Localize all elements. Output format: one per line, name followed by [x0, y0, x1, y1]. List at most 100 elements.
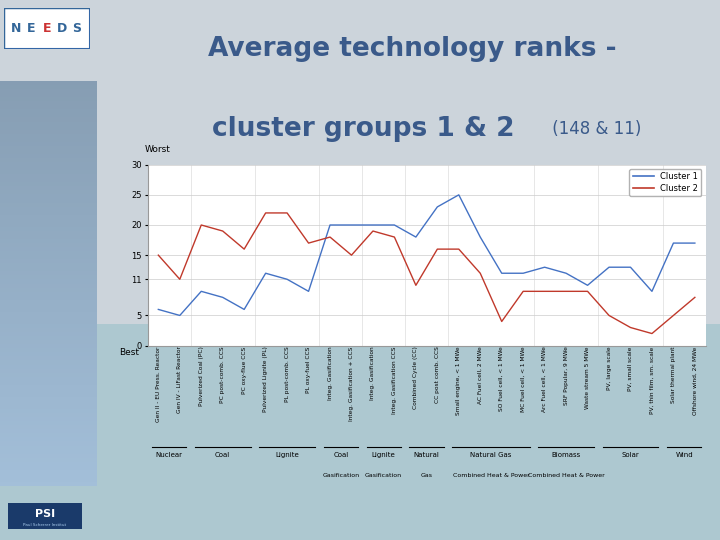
Bar — [0, 280, 97, 284]
Text: Combined Cycle (CC): Combined Cycle (CC) — [413, 347, 418, 409]
Bar — [0, 191, 97, 194]
Bar — [0, 320, 97, 324]
Text: Waste stream 5 MWe: Waste stream 5 MWe — [585, 347, 590, 409]
Cluster 1 — [433, 204, 441, 210]
Bar — [0, 251, 97, 255]
Text: Biomass: Biomass — [552, 451, 581, 458]
Bar — [0, 373, 97, 377]
Bar — [0, 97, 97, 102]
Bar — [0, 295, 97, 300]
Bar — [0, 166, 97, 170]
Bar — [0, 178, 97, 183]
Bar — [0, 102, 97, 105]
Text: E: E — [42, 22, 51, 35]
Bar — [0, 219, 97, 222]
Bar — [0, 158, 97, 162]
Bar — [0, 437, 97, 442]
Cluster 1 — [412, 234, 420, 240]
Bar — [0, 449, 97, 454]
Text: Paul Scherrer Institut: Paul Scherrer Institut — [24, 523, 66, 528]
Text: Arc Fuel cell, < 1 MWe: Arc Fuel cell, < 1 MWe — [542, 347, 547, 413]
Cluster 2 — [690, 294, 699, 301]
Text: Pulverized Lignite (PL): Pulverized Lignite (PL) — [263, 347, 268, 413]
Text: Gas: Gas — [420, 474, 433, 478]
Bar — [0, 275, 97, 280]
Bar — [0, 85, 97, 89]
Text: SO Fuel cell, < 1 MWe: SO Fuel cell, < 1 MWe — [499, 347, 504, 411]
Cluster 2 — [305, 240, 313, 246]
Text: Worst: Worst — [145, 145, 171, 154]
Cluster 2 — [283, 210, 292, 216]
Cluster 1 — [154, 306, 163, 313]
Bar — [0, 470, 97, 474]
Bar — [0, 162, 97, 166]
Bar — [0, 122, 97, 126]
Bar — [0, 409, 97, 413]
Bar — [0, 364, 97, 368]
Cluster 2 — [390, 234, 399, 240]
Cluster 2 — [176, 276, 184, 282]
Bar — [0, 397, 97, 401]
Line: Cluster 2: Cluster 2 — [158, 213, 695, 334]
Text: (148 & 11): (148 & 11) — [546, 120, 641, 138]
Cluster 1 — [498, 270, 506, 276]
Text: D: D — [57, 22, 68, 35]
Bar — [0, 384, 97, 389]
Bar — [0, 465, 97, 470]
Cluster 1 — [605, 264, 613, 271]
Bar — [0, 316, 97, 320]
Text: E: E — [27, 22, 35, 35]
Text: Integ. Gasification: Integ. Gasification — [371, 347, 375, 400]
Text: Natural: Natural — [414, 451, 439, 458]
Bar — [0, 211, 97, 214]
Bar — [0, 352, 97, 356]
Bar — [0, 227, 97, 231]
Bar — [0, 231, 97, 235]
Cluster 2 — [583, 288, 592, 295]
Cluster 2 — [325, 234, 334, 240]
Cluster 1 — [325, 222, 334, 228]
Text: N: N — [12, 22, 22, 35]
Cluster 2 — [197, 222, 206, 228]
Text: MC Fuel cell, < 1 MWe: MC Fuel cell, < 1 MWe — [521, 347, 526, 412]
Bar — [0, 356, 97, 361]
Bar — [0, 194, 97, 199]
Text: PV, large scale: PV, large scale — [606, 347, 611, 390]
Text: PV, small scale: PV, small scale — [628, 347, 633, 391]
Cluster 1 — [305, 288, 313, 295]
Text: Lignite: Lignite — [275, 451, 299, 458]
Cluster 1 — [261, 270, 270, 276]
Bar — [0, 223, 97, 227]
Text: PSI: PSI — [35, 509, 55, 519]
Bar — [0, 207, 97, 211]
Text: Integ. Gasification + CCS: Integ. Gasification + CCS — [349, 347, 354, 421]
Cluster 2 — [562, 288, 570, 295]
Text: S: S — [73, 22, 81, 35]
Text: Integ. Gasification CCS: Integ. Gasification CCS — [392, 347, 397, 414]
Bar — [0, 199, 97, 202]
Bar — [0, 202, 97, 206]
Bar — [0, 284, 97, 287]
Cluster 1 — [562, 270, 570, 276]
Bar — [0, 457, 97, 462]
Bar — [0, 446, 97, 449]
Cluster 2 — [519, 288, 528, 295]
Cluster 1 — [347, 222, 356, 228]
Bar — [0, 105, 97, 109]
Bar — [0, 324, 97, 328]
Bar — [0, 340, 97, 345]
Bar — [0, 421, 97, 426]
Bar — [0, 183, 97, 186]
Bar — [0, 345, 97, 348]
Bar — [0, 389, 97, 393]
Bar — [0, 81, 97, 85]
Bar — [0, 413, 97, 417]
Text: PV, thin film, sm. scale: PV, thin film, sm. scale — [649, 347, 654, 414]
Bar — [0, 109, 97, 113]
Bar — [0, 462, 97, 465]
Bar — [0, 405, 97, 409]
Cluster 1 — [390, 222, 399, 228]
Bar — [0, 303, 97, 308]
Bar — [0, 478, 97, 482]
Bar — [0, 174, 97, 178]
